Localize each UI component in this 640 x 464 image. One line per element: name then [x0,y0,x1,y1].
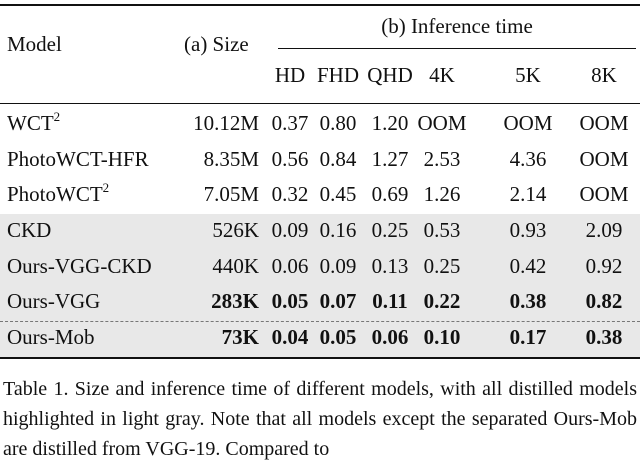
time-value: 0.69 [371,182,409,206]
header-inference-time: (b) Inference time [381,14,533,38]
time-value: 0.38 [509,289,547,313]
size-value: 7.05M [203,182,259,206]
model-name: Ours-Mob [7,325,95,349]
time-value: 2.09 [585,218,623,242]
time-value: 0.42 [509,254,547,278]
time-value: 0.84 [319,147,357,171]
mid-rule [0,103,640,105]
model-name: PhotoWCT2 [7,180,110,206]
time-value: 0.13 [371,254,409,278]
row-highlight [0,321,640,357]
row-highlight [0,285,640,321]
model-name: WCT2 [7,109,61,135]
time-value: 0.38 [585,325,623,349]
time-value: 0.92 [585,254,623,278]
model-name: CKD [7,218,52,242]
header-res-hd: HD [274,63,306,87]
time-value: OOM [579,147,629,171]
time-value: 0.09 [319,254,357,278]
time-value: 0.32 [271,182,309,206]
time-value: 1.27 [371,147,409,171]
time-value: 0.22 [423,289,461,313]
time-value: 4.36 [509,147,547,171]
time-value: 0.45 [319,182,357,206]
time-value: OOM [417,111,467,135]
time-value: 0.06 [371,325,409,349]
time-value: 0.05 [319,325,357,349]
time-value: OOM [503,111,553,135]
model-name: PhotoWCT-HFR [7,147,149,171]
time-value: 0.11 [372,289,408,313]
size-value: 10.12M [193,111,259,135]
header-res-fhd: FHD [316,63,359,87]
header-model: Model [7,32,62,56]
time-value: 0.56 [271,147,309,171]
size-value: 526K [212,218,259,242]
time-value: 0.80 [319,111,357,135]
header-res-5k: 5K [515,63,541,87]
time-value: 0.09 [271,218,309,242]
time-value: OOM [579,111,629,135]
time-value: 0.10 [423,325,461,349]
time-value: OOM [579,182,629,206]
time-value: 2.14 [509,182,547,206]
size-value: 8.35M [203,147,259,171]
time-value: 0.16 [319,218,357,242]
size-value: 73K [221,325,259,349]
time-value: 2.53 [423,147,461,171]
time-value: 0.37 [271,111,309,135]
time-value: 0.53 [423,218,461,242]
time-value: 0.04 [271,325,309,349]
time-value: 1.20 [371,111,409,135]
model-name: Ours-VGG [7,289,101,313]
row-highlight [0,250,640,286]
superscript: 2 [102,180,110,195]
table-caption: Table 1. Size and inference time of diff… [3,378,637,460]
time-value: 0.82 [585,289,623,313]
size-value: 283K [211,289,259,313]
header-res-qhd: QHD [367,63,413,87]
bottom-rule [0,357,640,359]
time-value: 0.25 [371,218,409,242]
model-name: Ours-VGG-CKD [7,254,152,278]
row-highlight [0,214,640,250]
size-value: 440K [212,254,259,278]
header-res-4k: 4K [429,63,455,87]
time-value: 0.17 [509,325,547,349]
time-value: 0.93 [509,218,547,242]
time-value: 0.06 [271,254,309,278]
time-value: 0.05 [271,289,309,313]
top-rule [0,4,640,6]
time-value: 1.26 [423,182,461,206]
header-res-8k: 8K [591,63,617,87]
group-underline [278,48,636,50]
time-value: 0.07 [319,289,357,313]
superscript: 2 [53,109,61,124]
header-size: (a) Size [184,32,249,56]
separator-dashed-line [0,321,640,322]
time-value: 0.25 [423,254,461,278]
